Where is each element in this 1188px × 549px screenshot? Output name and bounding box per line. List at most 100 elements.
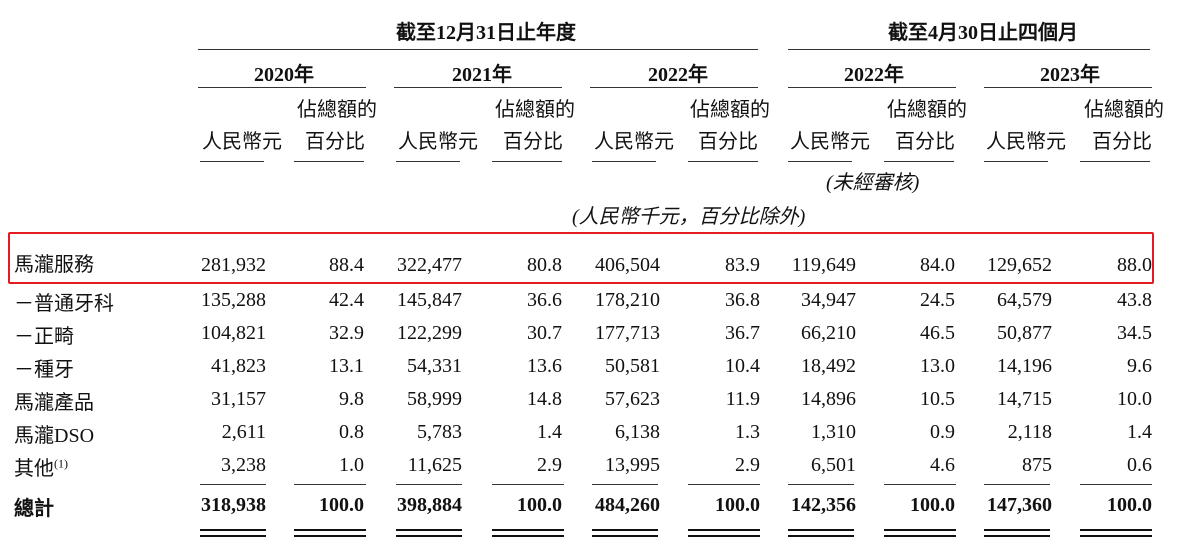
cell-value: 875 (1022, 454, 1052, 476)
footnote-marker: (1) (54, 456, 68, 471)
total-value: 318,938 (201, 494, 266, 516)
cell-value: 5,783 (417, 421, 462, 443)
col-header-pct-line1: 佔總額的 (887, 99, 967, 121)
cell-value: 88.4 (329, 254, 364, 276)
cell-value: 10.5 (920, 388, 955, 410)
subtotal-rule (396, 484, 462, 485)
col-header-pct-line2: 百分比 (895, 131, 955, 153)
col-header-rmb: 人民幣元 (594, 131, 674, 153)
group-header-year-ended: 截至12月31日止年度 (396, 22, 576, 44)
total-double-rule (884, 529, 956, 537)
cell-value: 14.8 (527, 388, 562, 410)
year-header-2023: 2023年 (1040, 64, 1100, 86)
cell-value: 11.9 (725, 388, 760, 410)
cell-value: 36.7 (725, 322, 760, 344)
cell-value: 14,196 (997, 355, 1052, 377)
cell-value: 34,947 (801, 289, 856, 311)
cell-value: 41,823 (211, 355, 266, 377)
cell-value: 1.3 (735, 421, 760, 443)
cell-value: 31,157 (211, 388, 266, 410)
row-label-text: 其他 (14, 458, 54, 480)
cell-value: 3,238 (221, 454, 266, 476)
cell-value: 18,492 (801, 355, 856, 377)
col-header-rmb: 人民幣元 (790, 131, 870, 153)
cell-value: 0.6 (1127, 454, 1152, 476)
cell-value: 88.0 (1117, 254, 1152, 276)
subtotal-rule (294, 484, 366, 485)
year-rule-2022 (590, 87, 758, 88)
subtotal-rule (492, 484, 564, 485)
cell-value: 36.8 (725, 289, 760, 311)
subtotal-rule (688, 484, 760, 485)
cell-value: 122,299 (397, 322, 462, 344)
col-rule (688, 161, 758, 162)
cell-value: 80.8 (527, 254, 562, 276)
col-header-pct-line1: 佔總額的 (297, 99, 377, 121)
unaudited-note: (未經審核) (826, 172, 920, 194)
cell-value: 9.8 (339, 388, 364, 410)
cell-value: 406,504 (595, 254, 660, 276)
cell-value: 1,310 (811, 421, 856, 443)
total-double-rule (294, 529, 366, 537)
col-rule (200, 161, 264, 162)
total-value: 398,884 (397, 494, 462, 516)
cell-value: 10.0 (1117, 388, 1152, 410)
col-rule (788, 161, 852, 162)
total-double-rule (592, 529, 658, 537)
total-value: 100.0 (319, 494, 364, 516)
cell-value: 2.9 (735, 454, 760, 476)
cell-value: 9.6 (1127, 355, 1152, 377)
col-rule (592, 161, 656, 162)
total-label: 總計 (14, 498, 54, 520)
col-header-pct-line2: 百分比 (503, 131, 563, 153)
year-rule-2020 (198, 87, 366, 88)
row-label: －種牙 (14, 359, 74, 381)
col-header-pct-line1: 佔總額的 (495, 99, 575, 121)
col-rule (396, 161, 460, 162)
total-double-rule (1080, 529, 1152, 537)
total-double-rule (984, 529, 1050, 537)
cell-value: 57,623 (605, 388, 660, 410)
cell-value: 13,995 (605, 454, 660, 476)
total-value: 100.0 (910, 494, 955, 516)
subtotal-rule (884, 484, 956, 485)
cell-value: 54,331 (407, 355, 462, 377)
cell-value: 10.4 (725, 355, 760, 377)
cell-value: 0.8 (339, 421, 364, 443)
year-header-2022: 2022年 (648, 64, 708, 86)
cell-value: 14,896 (801, 388, 856, 410)
cell-value: 14,715 (997, 388, 1052, 410)
cell-value: 2.9 (537, 454, 562, 476)
cell-value: 83.9 (725, 254, 760, 276)
cell-value: 1.4 (537, 421, 562, 443)
col-header-pct-line1: 佔總額的 (690, 99, 770, 121)
total-double-rule (200, 529, 266, 537)
cell-value: 104,821 (201, 322, 266, 344)
col-header-pct-line1: 佔總額的 (1084, 99, 1164, 121)
cell-value: 50,581 (605, 355, 660, 377)
cell-value: 46.5 (920, 322, 955, 344)
group-rule-year-ended (198, 49, 758, 50)
group-header-four-months: 截至4月30日止四個月 (888, 22, 1078, 44)
cell-value: 32.9 (329, 322, 364, 344)
cell-value: 2,118 (1007, 421, 1052, 443)
col-header-rmb: 人民幣元 (202, 131, 282, 153)
row-label: 馬瀧服務 (14, 254, 94, 276)
cell-value: 145,847 (397, 289, 462, 311)
cell-value: 281,932 (201, 254, 266, 276)
cell-value: 58,999 (407, 388, 462, 410)
total-value: 100.0 (1107, 494, 1152, 516)
col-header-rmb: 人民幣元 (398, 131, 478, 153)
year-rule-2022-four-months (788, 87, 956, 88)
col-header-rmb: 人民幣元 (986, 131, 1066, 153)
units-note: (人民幣千元，百分比除外) (572, 206, 806, 228)
cell-value: 4.6 (930, 454, 955, 476)
col-rule (1080, 161, 1150, 162)
subtotal-rule (984, 484, 1050, 485)
total-value: 484,260 (595, 494, 660, 516)
cell-value: 66,210 (801, 322, 856, 344)
subtotal-rule (592, 484, 658, 485)
col-header-pct-line2: 百分比 (305, 131, 365, 153)
subtotal-rule (1080, 484, 1152, 485)
group-rule-four-months (788, 49, 1150, 50)
